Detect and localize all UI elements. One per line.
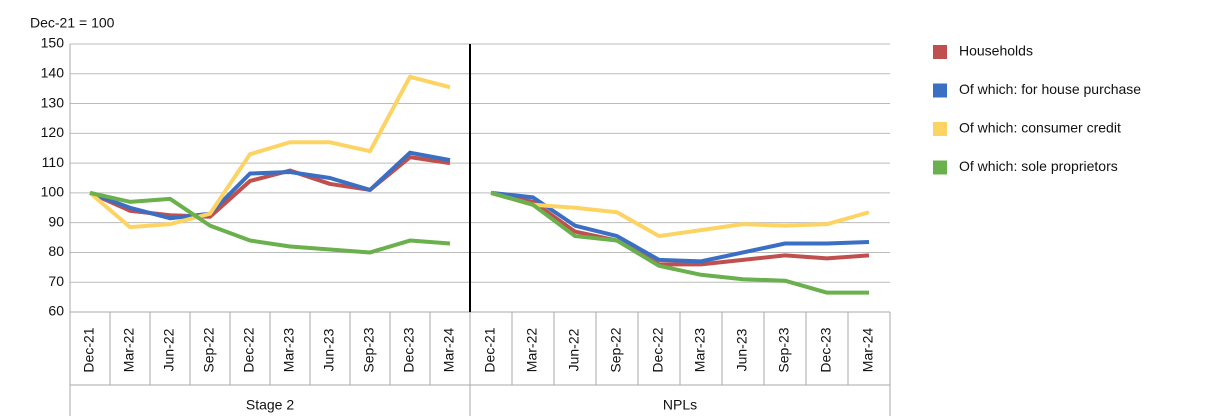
x-tick-label: Jun-23 <box>734 328 750 371</box>
y-tick-label: 150 <box>41 35 65 51</box>
y-tick-label: 130 <box>41 94 65 110</box>
x-tick-label: Dec-22 <box>650 327 666 372</box>
x-tick-label: Mar-24 <box>441 328 457 373</box>
legend-swatch <box>933 45 947 59</box>
series-line <box>490 190 869 295</box>
x-tick-label: Mar-22 <box>121 328 137 373</box>
y-tick-label: 110 <box>42 154 65 170</box>
legend-swatch <box>933 160 947 175</box>
x-tick-label: Mar-24 <box>860 328 876 373</box>
legend-swatch <box>933 122 947 136</box>
y-tick-label: 120 <box>41 124 65 140</box>
series-line <box>490 190 870 264</box>
series-line <box>89 190 451 255</box>
y-tick-label: 70 <box>48 273 64 289</box>
x-tick-label: Sep-22 <box>201 327 217 372</box>
x-tick-label: Jun-23 <box>321 328 337 371</box>
x-tick-label: Sep-23 <box>776 327 792 372</box>
legend-label: Households <box>959 43 1033 59</box>
y-tick-label: 140 <box>41 64 65 80</box>
legend-label: Of which: for house purchase <box>959 81 1141 97</box>
y-tick-label: 80 <box>48 243 64 259</box>
x-tick-label: Mar-23 <box>281 328 297 373</box>
x-tick-label: Mar-22 <box>524 328 540 373</box>
series-line <box>490 190 870 267</box>
y-tick-label: 90 <box>48 213 64 229</box>
x-tick-label: Sep-22 <box>608 327 624 372</box>
x-tick-label: Dec-23 <box>401 327 417 372</box>
x-tick-label: Mar-23 <box>692 328 708 373</box>
y-tick-label: 100 <box>41 184 65 200</box>
legend-label: Of which: consumer credit <box>959 120 1121 136</box>
group-label: NPLs <box>663 397 697 413</box>
x-tick-label: Dec-23 <box>818 327 834 372</box>
x-tick-label: Sep-23 <box>361 327 377 372</box>
x-tick-label: Jun-22 <box>566 328 582 371</box>
x-tick-label: Jun-22 <box>161 328 177 371</box>
x-tick-label: Dec-21 <box>482 327 498 372</box>
series-line <box>88 74 451 230</box>
y-axis-label: Dec-21 = 100 <box>30 15 115 31</box>
group-label: Stage 2 <box>246 397 294 413</box>
series-line <box>89 150 451 221</box>
legend-label: Of which: sole proprietors <box>959 158 1118 174</box>
x-tick-label: Dec-22 <box>241 327 257 372</box>
legend-swatch <box>933 83 947 98</box>
y-tick-label: 60 <box>48 303 64 319</box>
series-line <box>490 190 870 239</box>
x-tick-label: Dec-21 <box>81 327 97 372</box>
